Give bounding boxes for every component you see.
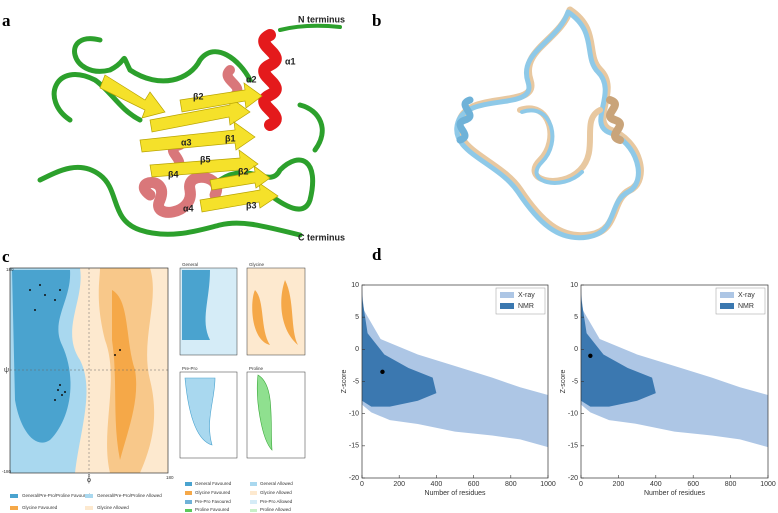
x-tick-label: 600 [687, 481, 699, 488]
annotation: N terminus [298, 14, 345, 24]
y-tick-label: 10 [351, 282, 359, 289]
annotation: α3 [181, 137, 192, 147]
annotation: β3 [246, 200, 257, 210]
y-tick-label: 0 [574, 346, 578, 353]
annotation: α2 [246, 74, 257, 84]
panel-label: a [2, 11, 11, 30]
x-tick-label: 600 [468, 481, 480, 488]
subplot-title: Glycine [249, 262, 265, 267]
panel-label: b [372, 11, 381, 30]
x-axis-label: Number of residues [644, 490, 706, 497]
highlight-point [380, 369, 385, 375]
legend-label: General Favoured [195, 481, 232, 486]
beta-strands [99, 74, 279, 213]
data-cloud [362, 288, 548, 448]
x-tick-label: 200 [613, 481, 625, 488]
y-axis-label: Z-score [560, 370, 567, 394]
legend-label: General/Pre-Pro/Proline Allowed [97, 493, 162, 498]
legend-label: Glycine Allowed [260, 490, 292, 495]
x-tick-label: 0 [579, 481, 583, 488]
annotation: α4 [183, 203, 194, 213]
annotation: β1 [225, 133, 236, 143]
y-tick-label: 5 [574, 314, 578, 321]
tick-label: 180 [6, 267, 14, 272]
highlight-point [588, 353, 593, 358]
legend-label: X-ray [738, 292, 755, 299]
legend-label: Proline Allowed [260, 507, 291, 512]
annotation: α1 [285, 56, 296, 66]
legend-label: Glycine Favoured [22, 505, 58, 510]
y-tick-label: -15 [568, 443, 578, 450]
structure-overlay [454, 6, 644, 241]
axis-label: ψ [4, 367, 9, 374]
x-tick-label: 0 [360, 481, 364, 488]
y-tick-label: 0 [355, 346, 359, 353]
y-axis-label: Z-score [341, 370, 348, 394]
data-cloud [581, 296, 656, 407]
legend-label: Pre-Pro Allowed [260, 499, 293, 504]
subplot-title: Proline [249, 366, 264, 371]
protein-cartoon [37, 23, 342, 238]
y-tick-label: 10 [570, 282, 578, 289]
ramachandran-plot: ψ ϕ 180 180 0 -180 [2, 267, 174, 484]
y-tick-label: -5 [353, 378, 359, 385]
legend-label: Glycine Favoured [195, 490, 231, 495]
legend-swatch [720, 303, 734, 309]
small-plots: General Glycine Pre-Pro Proline [179, 262, 306, 459]
legend-label: NMR [738, 303, 754, 310]
y-tick-label: -10 [568, 411, 578, 418]
data-cloud [581, 288, 768, 448]
y-tick-label: -15 [349, 443, 359, 450]
x-tick-label: 800 [725, 481, 737, 488]
legend-label: Pre-Pro Favoured [195, 499, 231, 504]
legend-label: X-ray [518, 292, 535, 299]
panel-label: d [372, 245, 382, 264]
legend-swatch [500, 292, 514, 298]
x-tick-label: 1000 [540, 481, 556, 488]
legend-label: Proline Favoured [195, 507, 230, 512]
y-tick-label: 5 [355, 314, 359, 321]
data-cloud [362, 296, 437, 407]
y-tick-label: -10 [349, 411, 359, 418]
annotation: β5 [200, 154, 211, 164]
legend-label: Glycine Allowed [97, 505, 129, 510]
legend-label: General Allowed [260, 481, 293, 486]
annotation: β4 [168, 169, 179, 179]
y-tick-label: -20 [568, 475, 578, 482]
tick-label: 0 [88, 473, 91, 478]
x-axis-label: Number of residues [424, 490, 486, 497]
structure-labels: N terminus C terminus α1 α2 β2 β1 α3 β5 … [168, 14, 345, 242]
legend-swatch [720, 292, 734, 298]
legend-swatch [500, 303, 514, 309]
axis-label: ϕ [87, 477, 91, 484]
legend: General/Pre-Pro/Proline Favoured General… [10, 481, 293, 512]
legend-label: General/Pre-Pro/Proline Favoured [22, 493, 91, 498]
subplot-title: General [182, 262, 198, 267]
annotation: β2 [238, 166, 249, 176]
legend-label: NMR [518, 303, 534, 310]
panel-label: c [2, 247, 10, 266]
y-tick-label: -5 [572, 378, 578, 385]
x-tick-label: 800 [505, 481, 517, 488]
x-tick-label: 200 [393, 481, 405, 488]
subplot-title: Pre-Pro [182, 366, 198, 371]
annotation: C terminus [298, 232, 345, 242]
x-tick-label: 400 [650, 481, 662, 488]
x-tick-label: 1000 [760, 481, 776, 488]
tick-label: -180 [2, 469, 12, 474]
y-tick-label: -20 [349, 475, 359, 482]
annotation: β2 [193, 91, 204, 101]
x-tick-label: 400 [431, 481, 443, 488]
tick-label: 180 [166, 475, 174, 480]
